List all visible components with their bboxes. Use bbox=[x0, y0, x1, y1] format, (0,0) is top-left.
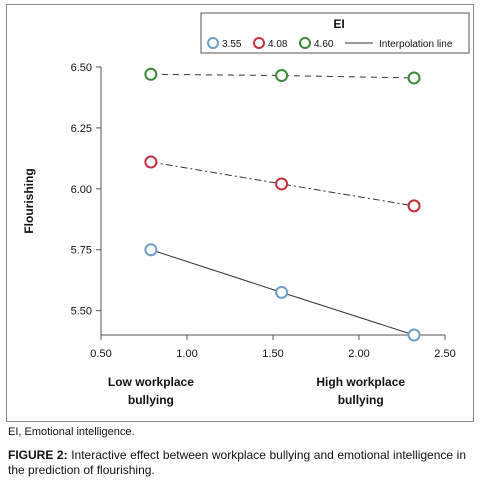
y-tick-label: 6.50 bbox=[71, 62, 92, 74]
abbreviation-note: EI, Emotional intelligence. bbox=[8, 426, 135, 438]
x-tick-label: 0.50 bbox=[90, 348, 111, 360]
legend-marker bbox=[207, 37, 219, 49]
category-label: Low workplace bullying bbox=[108, 375, 194, 407]
category-label-line: bullying bbox=[338, 393, 384, 407]
chart-frame: 5.50 5.75 6.00 6.25 6.50 0.50 1.00 1.50 2.00 2.50… bbox=[6, 4, 474, 422]
legend-box bbox=[200, 12, 470, 54]
interaction-chart: 5.50 5.75 6.00 6.25 6.50 0.50 1.00 1.50 2.00 2.50… bbox=[22, 12, 470, 407]
x-tick-label: 1.50 bbox=[262, 348, 283, 360]
category-label: High workplace bullying bbox=[316, 375, 405, 407]
data-point bbox=[407, 199, 421, 213]
data-point bbox=[407, 71, 421, 85]
legend-entry: 3.55 bbox=[222, 39, 242, 50]
y-tick-label: 6.00 bbox=[71, 184, 92, 196]
category-label-line: High workplace bbox=[316, 375, 405, 389]
data-point bbox=[407, 328, 421, 342]
legend-marker bbox=[299, 37, 311, 49]
series-4.08 bbox=[144, 155, 421, 213]
series-4.60 bbox=[144, 67, 421, 85]
caption-label: FIGURE 2: bbox=[8, 448, 68, 462]
legend-title: EI bbox=[333, 17, 344, 31]
figure-caption: FIGURE 2: Interactive effect between wor… bbox=[8, 448, 466, 478]
series-3.55 bbox=[144, 243, 421, 342]
legend-marker bbox=[253, 37, 265, 49]
x-tick-label: 1.00 bbox=[176, 348, 197, 360]
y-tick-label: 5.75 bbox=[71, 245, 92, 257]
series-layer bbox=[144, 67, 421, 342]
category-label-line: bullying bbox=[128, 393, 174, 407]
legend-entry: 4.60 bbox=[314, 39, 334, 50]
data-point bbox=[144, 67, 158, 81]
data-point bbox=[275, 69, 289, 83]
data-point bbox=[144, 155, 158, 169]
data-point bbox=[144, 243, 158, 257]
axes: 5.50 5.75 6.00 6.25 6.50 0.50 1.00 1.50 2.00 2.50 bbox=[71, 62, 456, 360]
data-point bbox=[275, 285, 289, 299]
legend: EI 3.55 4.08 4.60 Interpolation line bbox=[200, 12, 470, 54]
data-point bbox=[275, 177, 289, 191]
category-label-line: Low workplace bbox=[108, 375, 194, 389]
x-tick-label: 2.50 bbox=[434, 348, 455, 360]
legend-interpolation-label: Interpolation line bbox=[379, 39, 453, 50]
y-tick-label: 5.50 bbox=[71, 306, 92, 318]
x-tick-label: 2.00 bbox=[348, 348, 369, 360]
y-axis-title: Flourishing bbox=[22, 168, 36, 233]
caption-text: Interactive effect between workplace bul… bbox=[8, 448, 466, 477]
legend-entry: 4.08 bbox=[268, 39, 288, 50]
y-tick-label: 6.25 bbox=[71, 123, 92, 135]
